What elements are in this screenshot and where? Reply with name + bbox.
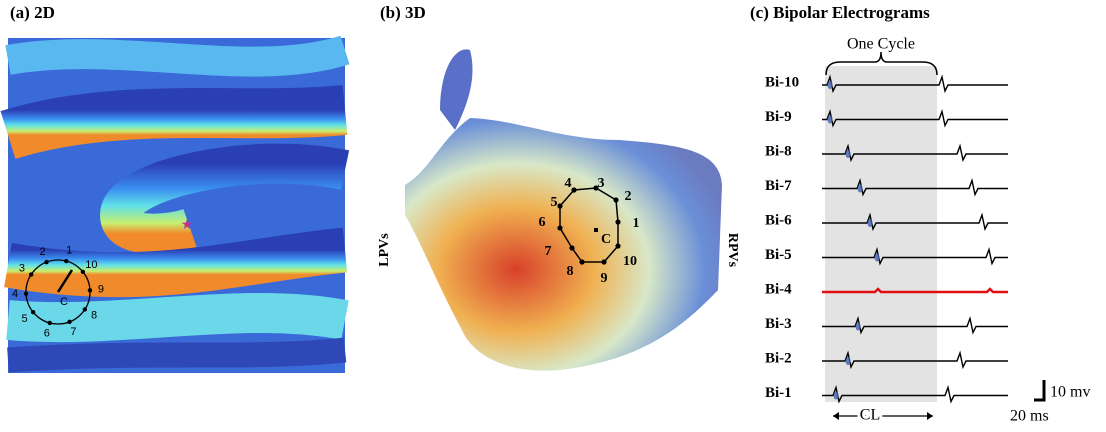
electrode-label: 9 bbox=[98, 284, 104, 296]
electrode bbox=[31, 310, 35, 314]
center-dot bbox=[594, 228, 598, 232]
scale-bar bbox=[1034, 380, 1044, 400]
electrode bbox=[83, 307, 87, 311]
center-label: C bbox=[601, 232, 611, 247]
electrode-label: 9 bbox=[601, 271, 608, 286]
electrode bbox=[64, 259, 68, 263]
atrium bbox=[405, 118, 722, 371]
electrode-label: 7 bbox=[545, 244, 552, 259]
activation-marker bbox=[868, 219, 873, 227]
figure: ★ C C LPVs RPVs One Cycle CL 10 mv 20 ms… bbox=[0, 0, 1106, 432]
electrode bbox=[615, 219, 620, 224]
channel-label: Bi-6 bbox=[765, 212, 792, 228]
channel-label: Bi-5 bbox=[765, 247, 792, 263]
cycle-shade bbox=[825, 66, 937, 402]
electrode bbox=[579, 259, 584, 264]
channel-label: Bi-8 bbox=[765, 143, 792, 159]
left-label: LPVs bbox=[377, 233, 392, 267]
wave bbox=[8, 50, 345, 62]
electrode bbox=[29, 272, 33, 276]
activation-marker bbox=[834, 392, 839, 400]
electrode-label: 4 bbox=[565, 176, 572, 191]
electrode-label: 5 bbox=[551, 195, 558, 210]
electrode-label: 5 bbox=[22, 313, 28, 325]
electrode bbox=[88, 288, 92, 292]
electrode bbox=[571, 187, 576, 192]
electrode-label: 10 bbox=[623, 254, 637, 269]
electrode bbox=[557, 225, 562, 230]
electrode bbox=[601, 259, 606, 264]
panel-title: (c) Bipolar Electrograms bbox=[750, 3, 930, 22]
panel-title: (b) 3D bbox=[380, 3, 426, 22]
electrode-label: 1 bbox=[633, 216, 640, 231]
electrode bbox=[615, 243, 620, 248]
electrode-label: 6 bbox=[539, 215, 546, 230]
channel-label: Bi-4 bbox=[765, 281, 792, 297]
activation-marker bbox=[846, 150, 851, 158]
electrode-label: 8 bbox=[567, 264, 574, 279]
channel-label: Bi-7 bbox=[765, 178, 792, 194]
electrode-label: 1 bbox=[66, 244, 72, 256]
electrode-label: 2 bbox=[625, 189, 632, 204]
activation-marker bbox=[858, 185, 863, 193]
scale-y-label: 10 mv bbox=[1050, 384, 1090, 401]
wave bbox=[8, 313, 345, 322]
activation-marker bbox=[875, 254, 880, 262]
electrode-label: 8 bbox=[91, 309, 97, 321]
activation-marker bbox=[846, 357, 851, 365]
center-label: C bbox=[60, 296, 68, 308]
electrode-label: 10 bbox=[85, 259, 97, 271]
electrode-label: 3 bbox=[598, 176, 605, 191]
electrode bbox=[48, 321, 52, 325]
scale-x-label: 20 ms bbox=[1010, 408, 1049, 425]
model-3d: C LPVs RPVs bbox=[377, 49, 740, 370]
channel-label: Bi-9 bbox=[765, 109, 792, 125]
activation-marker bbox=[828, 116, 833, 124]
wave bbox=[8, 110, 345, 135]
electrode bbox=[613, 197, 618, 202]
electrode-label: 3 bbox=[19, 262, 25, 274]
electrode bbox=[24, 291, 28, 295]
cl-label: CL bbox=[860, 407, 880, 424]
panel-title: (a) 2D bbox=[10, 3, 55, 22]
electrode bbox=[557, 203, 562, 208]
activation-marker bbox=[856, 323, 861, 331]
wave bbox=[8, 350, 345, 360]
electrode bbox=[67, 320, 71, 324]
cycle-label: One Cycle bbox=[847, 36, 915, 53]
star: ★ bbox=[181, 218, 194, 233]
channel-label: Bi-1 bbox=[765, 385, 792, 401]
channel-label: Bi-2 bbox=[765, 350, 792, 366]
electrode-label: 7 bbox=[70, 326, 76, 338]
appendage bbox=[440, 49, 472, 130]
channel-label: Bi-3 bbox=[765, 316, 792, 332]
electrode-label: 6 bbox=[44, 327, 50, 339]
electrode bbox=[569, 245, 574, 250]
electrode-label: 2 bbox=[40, 246, 46, 258]
map-2d: ★ C bbox=[8, 38, 345, 373]
channel-label: Bi-10 bbox=[765, 74, 799, 90]
wave bbox=[8, 250, 345, 275]
right-label: RPVs bbox=[725, 233, 740, 268]
electrode bbox=[44, 260, 48, 264]
electrode-label: 4 bbox=[12, 288, 18, 300]
activation-marker bbox=[828, 81, 833, 89]
